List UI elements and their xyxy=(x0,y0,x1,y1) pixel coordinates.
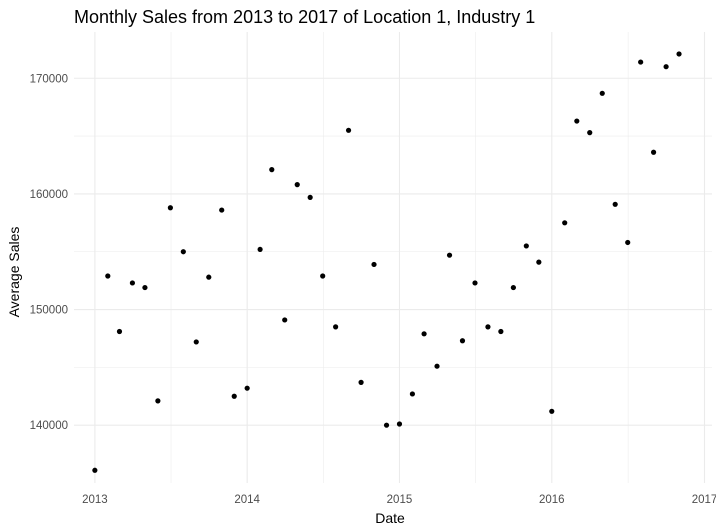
y-tick-label: 160000 xyxy=(30,189,68,201)
data-point xyxy=(498,328,504,335)
y-tick-label: 150000 xyxy=(30,305,68,317)
data-point xyxy=(574,118,580,124)
data-point xyxy=(282,317,288,323)
x-axis-title: Date xyxy=(375,510,405,526)
x-axis-ticks: 2013 2014 2015 2016 2017 xyxy=(82,494,716,506)
data-point xyxy=(599,90,605,96)
data-point xyxy=(345,127,352,133)
data-points xyxy=(92,51,682,473)
data-point xyxy=(472,280,478,286)
y-axis-title: Average Sales xyxy=(6,227,22,318)
data-point xyxy=(142,284,148,291)
data-point xyxy=(536,259,542,265)
data-point xyxy=(333,324,339,330)
data-point xyxy=(549,408,555,414)
data-point xyxy=(612,201,618,207)
data-point xyxy=(421,331,427,337)
data-point xyxy=(383,422,390,428)
data-point xyxy=(269,167,275,173)
x-tick-label: 2017 xyxy=(692,494,716,506)
data-point xyxy=(294,182,300,188)
data-point xyxy=(676,51,682,57)
data-point xyxy=(257,246,263,253)
data-point xyxy=(307,194,313,200)
data-point xyxy=(180,249,186,255)
data-point xyxy=(231,393,237,399)
minor-gridlines xyxy=(74,32,712,483)
data-point xyxy=(155,398,161,404)
y-tick-label: 140000 xyxy=(30,420,68,432)
data-point xyxy=(485,324,491,330)
chart-title: Monthly Sales from 2013 to 2017 of Locat… xyxy=(74,7,535,27)
x-tick-label: 2014 xyxy=(234,494,260,506)
data-point xyxy=(129,280,136,286)
data-point xyxy=(625,239,631,246)
y-tick-label: 170000 xyxy=(30,73,68,85)
data-point xyxy=(105,273,111,279)
data-point xyxy=(193,339,199,345)
data-point xyxy=(562,220,568,226)
x-tick-label: 2016 xyxy=(539,494,565,506)
data-point xyxy=(409,391,416,397)
data-point xyxy=(663,64,669,70)
data-point xyxy=(320,273,326,279)
data-point xyxy=(244,385,250,391)
data-point xyxy=(167,205,173,211)
data-point xyxy=(206,274,212,280)
data-point xyxy=(459,338,466,344)
data-point xyxy=(92,467,98,473)
major-gridlines xyxy=(74,32,712,483)
data-point xyxy=(358,379,364,385)
data-point xyxy=(371,261,377,268)
data-point xyxy=(638,59,644,65)
y-axis-ticks: 140000 150000 160000 170000 xyxy=(30,73,68,432)
data-point xyxy=(510,284,516,291)
data-point xyxy=(523,243,529,249)
data-point xyxy=(434,363,440,369)
data-point xyxy=(587,130,593,136)
data-point xyxy=(650,149,657,155)
data-point xyxy=(396,421,403,427)
x-tick-label: 2015 xyxy=(387,494,413,506)
data-point xyxy=(219,207,225,213)
data-point xyxy=(116,328,123,335)
data-point xyxy=(446,252,453,258)
x-tick-label: 2013 xyxy=(82,494,108,506)
